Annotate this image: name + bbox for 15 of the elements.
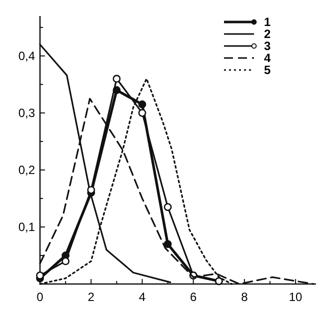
y-tick-label: 0,1 xyxy=(18,220,36,234)
legend-label: 5 xyxy=(264,63,271,77)
legend-label: 4 xyxy=(264,51,271,65)
x-tick-label: 2 xyxy=(88,290,95,304)
legend-label: 2 xyxy=(264,27,271,41)
legend-label: 3 xyxy=(264,39,271,53)
x-tick-label: 8 xyxy=(241,290,248,304)
y-tick-label: 0,2 xyxy=(18,162,36,177)
y-tick-label: 0,4 xyxy=(18,48,36,63)
x-tick-label: 6 xyxy=(190,290,197,304)
x-tick-label: 0 xyxy=(36,290,44,304)
x-tick-label: 10 xyxy=(288,290,303,304)
x-tick-label: 4 xyxy=(138,290,146,304)
legend-label: 1 xyxy=(264,15,271,29)
y-tick-label: 0,3 xyxy=(18,106,36,120)
